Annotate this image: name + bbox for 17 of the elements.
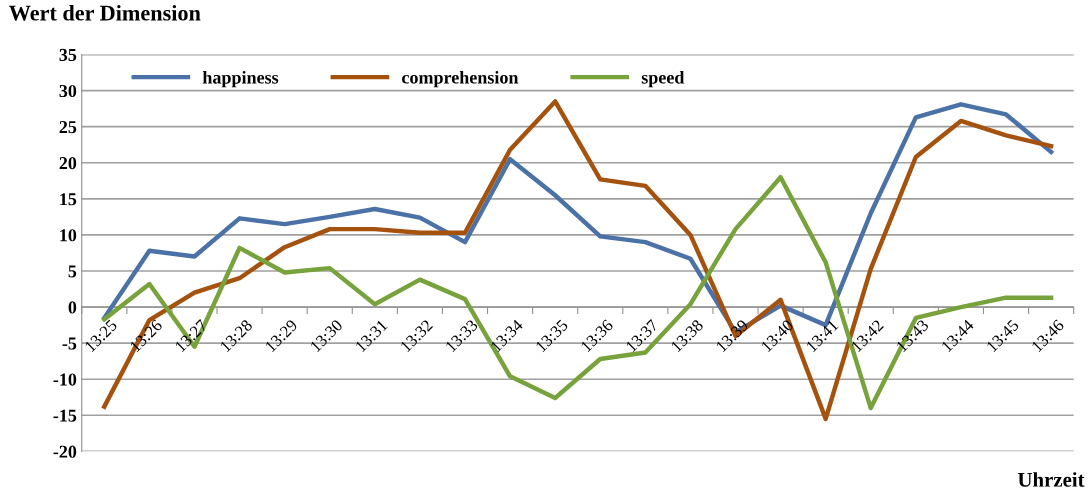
legend-label: comprehension [402,70,519,88]
legend-label: speed [641,70,685,88]
y-tick-label: -15 [53,409,77,422]
legend-label: happiness [202,70,279,88]
y-tick-label: -10 [53,373,77,386]
chart-title: Wert der Dimension [9,4,201,21]
y-tick-label: -20 [53,445,77,458]
y-tick-label: 35 [59,48,77,61]
y-tick-label: 5 [68,265,77,278]
y-tick-label: 10 [60,229,77,242]
y-tick-label: 0 [68,301,77,314]
x-axis-title: Uhrzeit [1017,472,1085,487]
y-tick-label: 20 [59,157,77,170]
y-tick-label: -5 [62,337,77,350]
y-tick-label: 15 [60,193,77,206]
y-tick-label: 30 [59,84,77,98]
y-tick-label: 25 [59,121,77,134]
